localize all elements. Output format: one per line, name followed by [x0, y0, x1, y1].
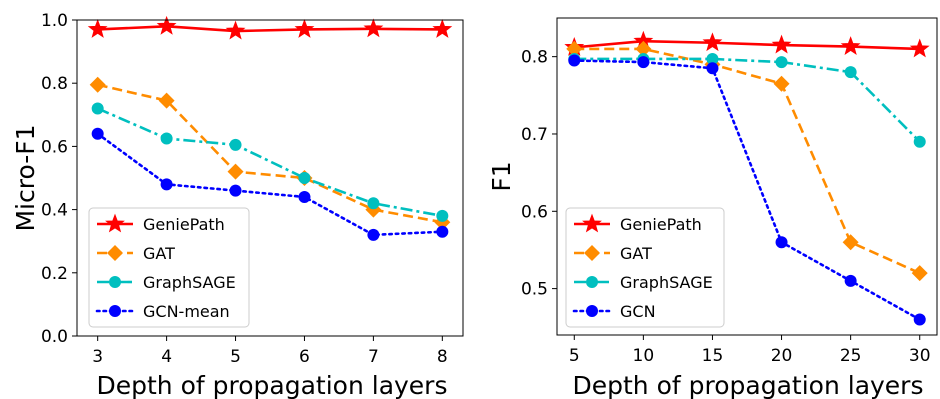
legend-entry: GAT: [143, 244, 175, 263]
data-point-geniepath: [89, 20, 106, 36]
legend-marker: [586, 305, 598, 317]
data-point-graphsage: [230, 139, 242, 151]
x-tick-label: 4: [161, 347, 172, 367]
legend-entry: GCN-mean: [143, 302, 230, 321]
x-axis-label: Depth of propagation layers: [573, 371, 924, 399]
legend-entry: GAT: [620, 244, 652, 263]
legend-entry: GCN: [620, 302, 656, 321]
x-tick-label: 20: [771, 346, 793, 366]
data-point-gcn: [637, 56, 649, 68]
data-point-gcn: [845, 275, 857, 287]
series-line-gat: [98, 85, 443, 222]
legend-entry: GraphSAGE: [143, 273, 236, 292]
y-tick-label: 0.6: [41, 137, 68, 157]
x-tick-label: 7: [368, 347, 379, 367]
series-line-geniepath: [98, 26, 443, 31]
data-point-gcn-mean: [367, 229, 379, 241]
chart-panel-1: 3 4 5 6 7 8 0.0 0.2 0.4 0.6 0.8 1.0 Depth of propaga…: [11, 11, 463, 399]
data-point-gat: [843, 234, 859, 250]
x-tick-label: 10: [633, 346, 655, 366]
data-point-gcn-mean: [92, 128, 104, 140]
data-point-geniepath: [773, 36, 790, 52]
y-tick-label: 0.8: [521, 48, 548, 68]
y-tick-label: 0.0: [41, 327, 68, 347]
data-point-geniepath: [365, 20, 382, 36]
x-tick-label: 5: [230, 347, 241, 367]
data-point-gat: [774, 76, 790, 92]
data-point-gat: [90, 77, 106, 93]
data-point-gcn: [706, 62, 718, 74]
data-point-gcn: [568, 55, 580, 67]
data-point-graphsage: [845, 66, 857, 78]
data-point-gcn: [914, 314, 926, 326]
data-point-gcn: [776, 236, 788, 248]
legend: GeniePath GAT GraphSAGE GCN-mean: [89, 208, 249, 327]
x-tick-label: 30: [909, 346, 931, 366]
data-point-graphsage: [161, 133, 173, 145]
legend-entry: GeniePath: [143, 215, 225, 234]
x-axis-label: Depth of propagation layers: [97, 371, 448, 399]
y-tick-label: 0.4: [41, 201, 68, 221]
legend: GeniePath GAT GraphSAGE GCN: [566, 208, 724, 327]
data-point-gcn-mean: [298, 191, 310, 203]
x-tick-label: 8: [437, 347, 448, 367]
y-tick-label: 0.7: [521, 125, 548, 145]
x-tick-label: 6: [299, 347, 310, 367]
data-point-geniepath: [842, 38, 859, 54]
series-line-graphsage: [98, 108, 443, 215]
x-tick-label: 25: [840, 346, 862, 366]
x-tick-label: 3: [92, 347, 103, 367]
data-point-gat: [228, 164, 244, 180]
x-tick-label: 15: [702, 346, 724, 366]
data-point-gat: [912, 265, 928, 281]
data-point-graphsage: [914, 136, 926, 148]
legend-marker: [109, 276, 121, 288]
y-tick-label: 0.2: [41, 264, 68, 284]
y-tick-label: 0.6: [521, 202, 548, 222]
legend-entry: GeniePath: [620, 215, 702, 234]
data-point-gcn-mean: [436, 226, 448, 238]
data-point-graphsage: [436, 210, 448, 222]
data-point-gcn-mean: [230, 185, 242, 197]
y-axis-label: F1: [487, 161, 516, 191]
chart-panel-2: 5 10 15 20 25 30 0.5 0.6 0.7 0.8 Depth of propagat…: [487, 18, 937, 399]
x-tick-label: 5: [569, 346, 580, 366]
data-point-graphsage: [367, 197, 379, 209]
legend-marker: [109, 305, 121, 317]
data-point-gcn-mean: [161, 178, 173, 190]
series-line-graphsage: [574, 59, 919, 142]
legend-marker: [586, 276, 598, 288]
data-point-geniepath: [296, 20, 313, 36]
data-point-graphsage: [92, 102, 104, 114]
y-axis-label: Micro-F1: [11, 124, 40, 231]
legend-entry: GraphSAGE: [620, 273, 713, 292]
data-point-geniepath: [227, 22, 244, 38]
y-tick-label: 1.0: [41, 11, 68, 31]
data-point-geniepath: [911, 40, 928, 56]
data-point-geniepath: [434, 20, 451, 36]
data-point-graphsage: [298, 172, 310, 184]
y-tick-label: 0.5: [521, 280, 548, 300]
y-tick-label: 0.8: [41, 74, 68, 94]
data-point-graphsage: [776, 56, 788, 68]
data-point-geniepath: [704, 34, 721, 50]
